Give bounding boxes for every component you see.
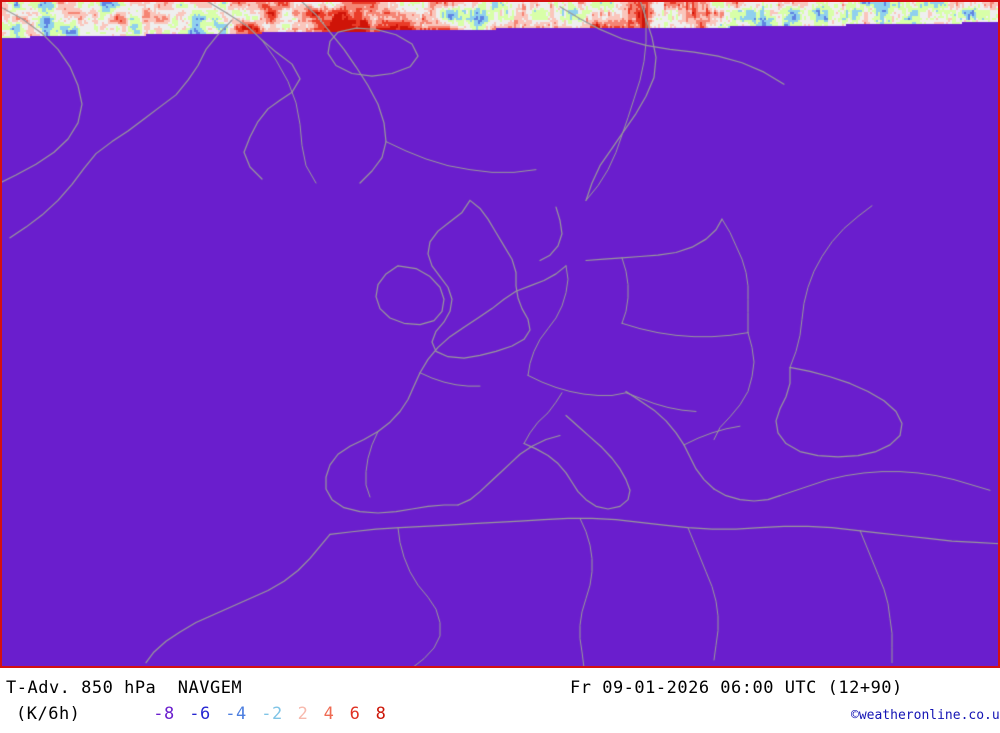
legend-tick-8: 8 — [375, 704, 387, 724]
weather-map-panel[interactable] — [0, 0, 1000, 668]
map-frame-bottom — [0, 666, 1000, 668]
temperature-advection-field[interactable] — [0, 0, 1000, 668]
chart-title: T-Adv. 850 hPa NAVGEM — [6, 678, 243, 698]
map-frame-top — [0, 0, 1000, 2]
legend-tick--4: -4 — [225, 704, 247, 724]
legend-tick--6: -6 — [189, 704, 211, 724]
copyright-notice: ©weatheronline.co.uk — [851, 708, 1000, 723]
chart-units-label: (K/6h) — [16, 704, 81, 724]
legend-tick-6: 6 — [349, 704, 361, 724]
map-frame-left — [0, 0, 2, 668]
color-scale-legend[interactable]: -8 -6 -4 -2 2 4 6 8 — [146, 704, 394, 724]
legend-tick--2: -2 — [261, 704, 283, 724]
legend-tick-2: 2 — [297, 704, 309, 724]
map-footer: T-Adv. 850 hPa NAVGEM (K/6h) -8 -6 -4 -2 2 4 6… — [0, 668, 1000, 733]
legend-tick--8: -8 — [153, 704, 175, 724]
map-frame-right — [998, 0, 1000, 668]
legend-tick-4: 4 — [323, 704, 335, 724]
forecast-valid-time: Fr 09-01-2026 06:00 UTC (12+90) — [570, 678, 903, 698]
